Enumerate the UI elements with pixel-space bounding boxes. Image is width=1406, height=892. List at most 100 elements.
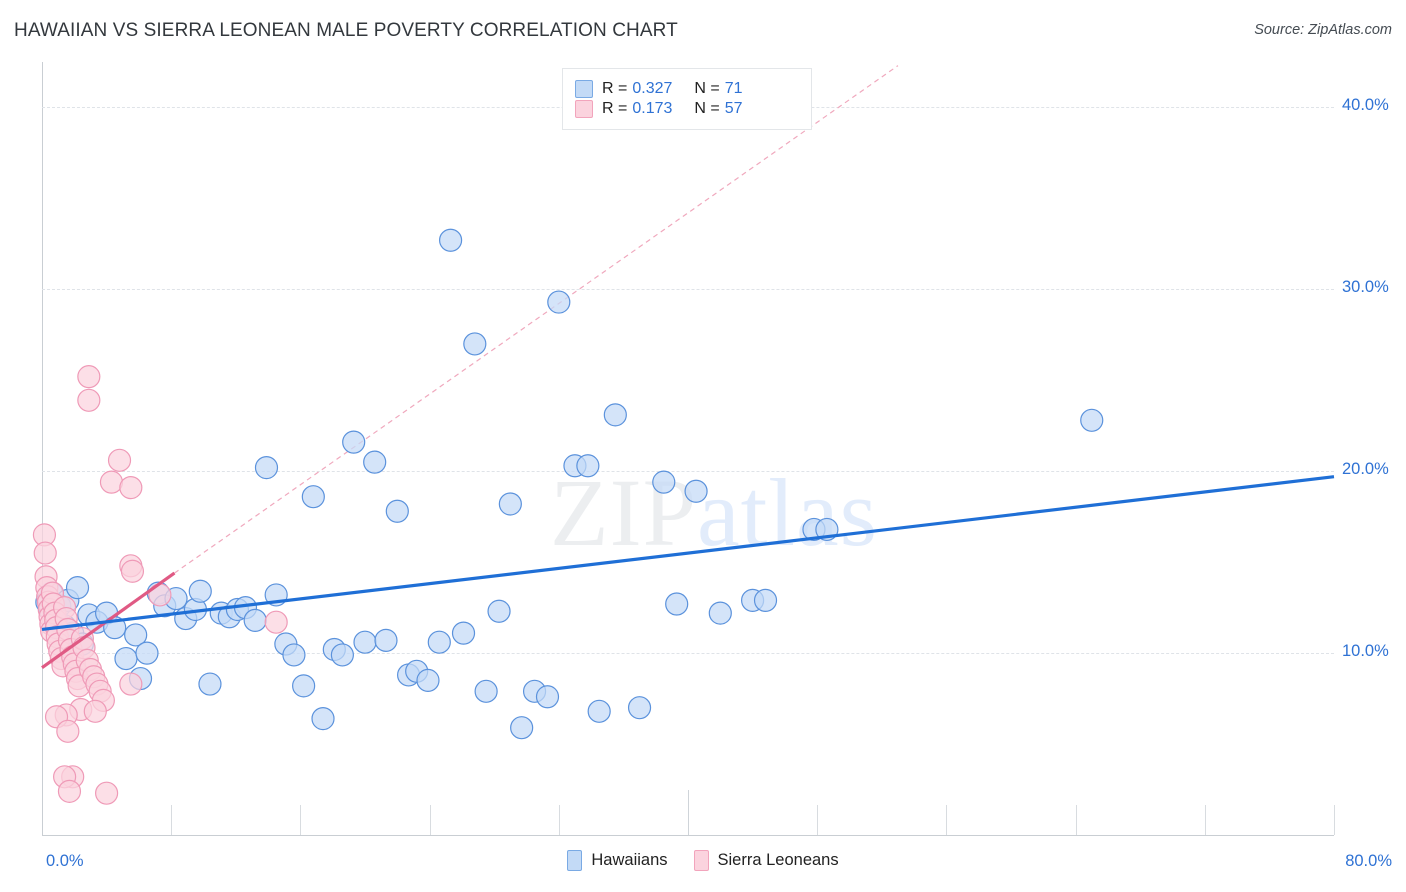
data-point[interactable] — [83, 699, 107, 723]
x-tick — [688, 790, 689, 835]
data-point[interactable] — [474, 679, 498, 703]
series-legend-item-hawaiians[interactable]: Hawaiians — [567, 850, 668, 871]
x-tick — [300, 805, 302, 835]
data-point[interactable] — [684, 479, 708, 503]
data-point[interactable] — [652, 470, 676, 494]
x-tick — [817, 805, 819, 835]
data-point[interactable] — [77, 365, 101, 389]
data-point[interactable] — [576, 454, 600, 478]
data-point[interactable] — [342, 430, 366, 454]
correlation-legend: R = 0.327 N = 71 R = 0.173 N = 57 — [562, 68, 812, 130]
series-legend-item-sierra-leoneans[interactable]: Sierra Leoneans — [693, 850, 839, 871]
data-point[interactable] — [353, 630, 377, 654]
data-point[interactable] — [124, 623, 148, 647]
y-tick-label: 30.0% — [1342, 278, 1389, 297]
data-point[interactable] — [385, 499, 409, 523]
data-point[interactable] — [587, 699, 611, 723]
data-point[interactable] — [243, 608, 267, 632]
data-point[interactable] — [77, 388, 101, 412]
data-point[interactable] — [330, 643, 354, 667]
legend-swatch-sierra-leoneans — [575, 100, 593, 118]
legend-n-value-1: 71 — [724, 80, 743, 97]
data-point[interactable] — [107, 448, 132, 472]
data-point[interactable] — [427, 630, 451, 654]
data-point[interactable] — [535, 685, 560, 709]
legend-r-label-1: R = — [602, 80, 628, 97]
x-tick — [558, 805, 560, 835]
data-point[interactable] — [94, 781, 119, 805]
data-point[interactable] — [665, 592, 689, 616]
data-point[interactable] — [114, 646, 138, 671]
data-point[interactable] — [753, 588, 778, 612]
data-point[interactable] — [188, 579, 212, 603]
x-axis-min-label: 0.0% — [46, 852, 84, 870]
data-point[interactable] — [374, 628, 398, 652]
data-point[interactable] — [282, 643, 306, 667]
series-swatch-hawaiians — [567, 850, 583, 871]
data-point[interactable] — [57, 779, 82, 803]
series-label-sierra-leoneans: Sierra Leoneans — [717, 851, 839, 869]
trend-line — [174, 65, 899, 574]
data-point[interactable] — [438, 228, 463, 252]
series-legend: Hawaiians Sierra Leoneans — [0, 850, 1406, 871]
data-point[interactable] — [510, 716, 534, 740]
legend-r-value-1: 0.327 — [632, 80, 673, 97]
legend-n-label-2: N = — [694, 100, 720, 117]
x-tick — [946, 805, 948, 835]
gridline-y — [42, 471, 1334, 473]
data-point[interactable] — [135, 641, 159, 665]
data-point[interactable] — [119, 672, 143, 696]
data-point[interactable] — [627, 696, 652, 720]
data-point[interactable] — [65, 576, 90, 600]
series-label-hawaiians: Hawaiians — [591, 851, 668, 869]
legend-r-value-2: 0.173 — [632, 100, 673, 117]
legend-row-hawaiians: R = 0.327 N = 71 — [575, 80, 799, 98]
data-point[interactable] — [198, 672, 222, 696]
data-point[interactable] — [487, 599, 511, 623]
data-points — [32, 228, 1104, 805]
data-point[interactable] — [463, 332, 487, 356]
x-tick — [1204, 805, 1206, 835]
scatter-layer — [32, 65, 1335, 805]
legend-n-label-1: N = — [694, 80, 720, 97]
x-tick — [1334, 805, 1335, 835]
series-swatch-sierra-leoneans — [693, 850, 709, 871]
x-tick — [1075, 805, 1077, 835]
data-point[interactable] — [708, 601, 732, 625]
x-tick — [171, 805, 173, 835]
page-title: HAWAIIAN VS SIERRA LEONEAN MALE POVERTY … — [14, 20, 678, 41]
data-point[interactable] — [311, 706, 335, 731]
data-point[interactable] — [547, 290, 571, 314]
data-point[interactable] — [603, 403, 627, 427]
trend-line — [41, 475, 1335, 632]
x-tick — [429, 805, 431, 835]
y-tick-label: 20.0% — [1342, 460, 1389, 479]
data-point[interactable] — [498, 492, 522, 516]
data-point[interactable] — [56, 719, 80, 743]
data-point[interactable] — [292, 674, 316, 698]
data-point[interactable] — [1080, 408, 1104, 432]
y-axis-line — [42, 62, 43, 835]
data-point[interactable] — [33, 541, 57, 565]
x-axis-max-label: 80.0% — [1345, 852, 1392, 870]
legend-row-sierra-leoneans: R = 0.173 N = 57 — [575, 100, 799, 118]
legend-n-value-2: 57 — [724, 100, 743, 117]
data-point[interactable] — [301, 485, 325, 509]
data-point[interactable] — [99, 470, 124, 494]
gridline-y — [42, 289, 1334, 291]
y-tick-label: 10.0% — [1342, 642, 1389, 661]
gridline-y — [42, 653, 1334, 655]
plot-area: ZIPatlas — [32, 62, 1335, 835]
x-axis-line — [42, 835, 1334, 836]
data-point[interactable] — [120, 559, 145, 583]
legend-r-label-2: R = — [602, 100, 628, 117]
data-point[interactable] — [264, 610, 288, 634]
data-point[interactable] — [119, 476, 143, 500]
data-point[interactable] — [254, 455, 279, 480]
data-point[interactable] — [451, 621, 476, 645]
data-point[interactable] — [363, 450, 387, 474]
y-tick-label: 40.0% — [1342, 96, 1389, 115]
data-point[interactable] — [416, 668, 440, 693]
source-attribution: Source: ZipAtlas.com — [1254, 22, 1392, 38]
